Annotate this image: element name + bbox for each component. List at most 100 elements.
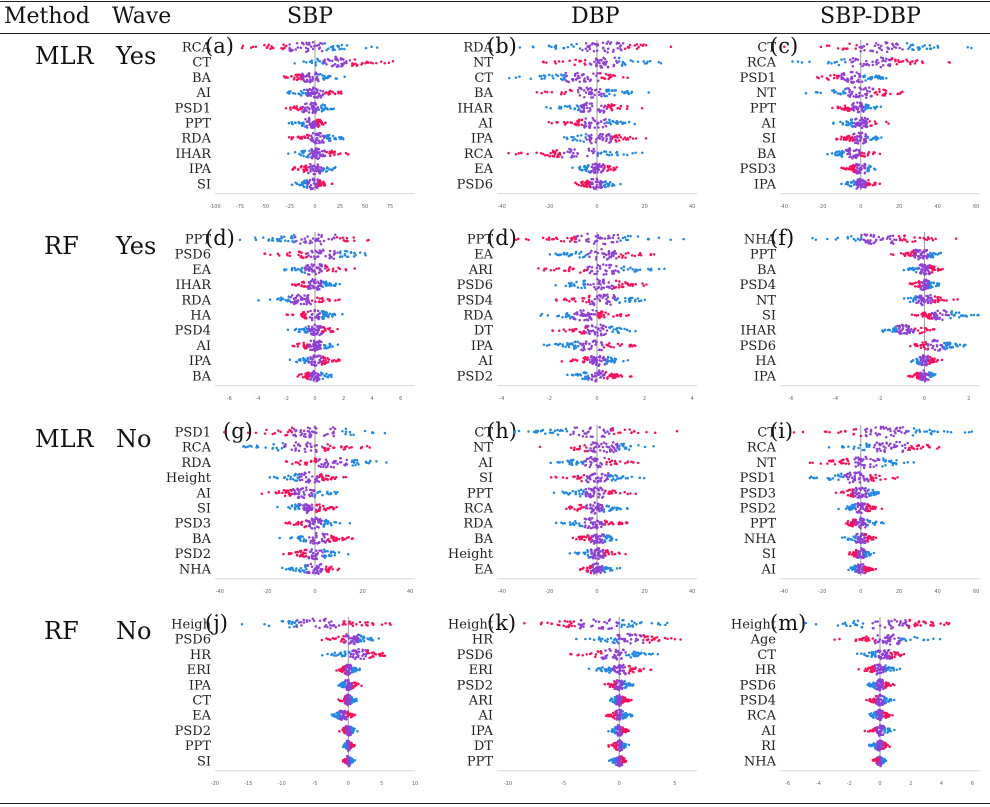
- shap-point: [254, 238, 258, 242]
- shap-point: [930, 271, 934, 274]
- shap-point: [555, 267, 558, 271]
- shap-point: [322, 141, 325, 144]
- shap-point: [598, 61, 601, 65]
- shap-point: [289, 106, 292, 109]
- shap-point: [866, 136, 870, 139]
- shap-point: [936, 309, 939, 313]
- shap-point: [309, 460, 313, 463]
- shap-point: [598, 137, 602, 140]
- shap-point: [289, 477, 292, 481]
- shap-point: [241, 44, 245, 48]
- shap-point: [297, 253, 300, 257]
- shap-point: [627, 137, 630, 141]
- shap-point: [619, 135, 623, 139]
- feature-label: PSD1: [175, 426, 211, 441]
- shap-point: [590, 121, 593, 125]
- shap-point: [330, 238, 334, 241]
- shap-point: [615, 327, 619, 330]
- shap-point: [592, 49, 596, 53]
- shap-point: [916, 285, 919, 288]
- shap-point: [314, 63, 318, 67]
- shap-point: [866, 106, 870, 110]
- shap-point: [852, 237, 856, 241]
- shap-point: [613, 359, 617, 363]
- shap-point: [845, 167, 848, 170]
- shap-point: [590, 324, 594, 327]
- shap-point: [545, 344, 549, 347]
- shap-point: [320, 297, 324, 301]
- shap-point: [918, 249, 921, 252]
- shap-point: [564, 345, 567, 348]
- shap-point: [317, 271, 321, 274]
- shap-point: [309, 78, 312, 81]
- shap-point: [336, 343, 340, 346]
- shap-point: [620, 63, 624, 66]
- shap-point: [311, 357, 314, 361]
- shap-point: [553, 60, 557, 63]
- shap-point: [929, 373, 932, 377]
- shap-point: [942, 345, 946, 349]
- feature-label: BA: [474, 86, 494, 101]
- shap-point: [592, 356, 596, 359]
- shap-point: [609, 122, 613, 126]
- feature-label: NHA: [744, 233, 777, 248]
- shap-point: [306, 251, 309, 255]
- shap-point: [559, 93, 563, 96]
- shap-point: [866, 239, 870, 242]
- shap-point: [314, 133, 317, 136]
- shap-point: [561, 316, 564, 319]
- shap-point: [325, 311, 329, 315]
- shap-point: [618, 326, 621, 330]
- shap-point: [572, 267, 575, 270]
- shap-point: [541, 152, 545, 156]
- shap-point: [582, 140, 585, 144]
- shap-point: [866, 166, 870, 170]
- shap-point: [327, 474, 330, 478]
- shap-point: [547, 120, 551, 124]
- shap-point: [599, 294, 602, 297]
- shap-point: [575, 42, 578, 46]
- feature-label: PPT: [185, 233, 211, 248]
- shap-point: [294, 473, 297, 476]
- shap-point: [619, 182, 622, 186]
- feature-label: PSD1: [175, 101, 211, 116]
- shap-point: [317, 237, 320, 240]
- shap-point: [514, 76, 518, 79]
- shap-point: [615, 150, 619, 154]
- shap-point: [887, 47, 890, 51]
- shap-point: [884, 41, 888, 44]
- shap-point: [878, 87, 881, 91]
- shap-point: [577, 183, 581, 187]
- shap-point: [631, 296, 634, 300]
- shap-point: [310, 150, 314, 154]
- shap-point: [572, 297, 575, 301]
- shap-point: [315, 476, 319, 480]
- shap-point: [361, 61, 364, 65]
- shap-point: [311, 278, 314, 281]
- shap-point: [845, 87, 849, 90]
- shap-point: [865, 125, 869, 128]
- shap-point: [610, 287, 614, 291]
- shap-point: [296, 487, 299, 490]
- shap-point: [612, 120, 615, 123]
- shap-point: [616, 269, 620, 273]
- shap-point: [901, 90, 904, 93]
- shap-point: [320, 340, 323, 344]
- shap-point: [860, 126, 864, 130]
- shap-point: [307, 119, 310, 122]
- shap-point: [597, 369, 601, 372]
- shap-point: [635, 47, 639, 51]
- shap-point: [303, 508, 306, 512]
- shap-point: [315, 286, 318, 289]
- shap-point: [364, 461, 368, 464]
- shap-point: [517, 151, 520, 155]
- shap-point: [609, 73, 612, 77]
- shap-point: [923, 237, 927, 241]
- shap-point: [341, 312, 344, 316]
- shap-point: [917, 296, 921, 299]
- shap-point: [612, 234, 616, 237]
- shap-point: [333, 137, 336, 140]
- shap-point: [324, 518, 328, 522]
- shap-point: [319, 89, 322, 92]
- shap-point: [850, 61, 853, 64]
